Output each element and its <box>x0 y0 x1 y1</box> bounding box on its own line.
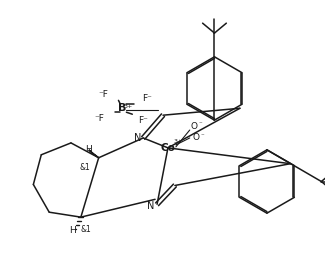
Text: ⁻F: ⁻F <box>95 114 105 123</box>
Text: F⁻: F⁻ <box>142 94 152 103</box>
Text: 3+: 3+ <box>124 104 133 109</box>
Text: B: B <box>118 103 127 113</box>
Text: H: H <box>70 226 76 235</box>
Text: ⁻F: ⁻F <box>99 90 109 99</box>
Text: O: O <box>190 122 197 130</box>
Text: 3+: 3+ <box>173 139 182 144</box>
Text: F⁻: F⁻ <box>138 116 148 125</box>
Text: O: O <box>192 133 199 143</box>
Polygon shape <box>89 150 99 158</box>
Text: Co: Co <box>161 143 175 153</box>
Text: &1: &1 <box>79 163 90 172</box>
Text: ⁻: ⁻ <box>199 121 202 127</box>
Text: ⁻: ⁻ <box>201 133 204 139</box>
Text: &1: &1 <box>80 225 91 233</box>
Text: H: H <box>85 145 92 154</box>
Text: N: N <box>147 201 155 211</box>
Text: N: N <box>134 133 141 143</box>
